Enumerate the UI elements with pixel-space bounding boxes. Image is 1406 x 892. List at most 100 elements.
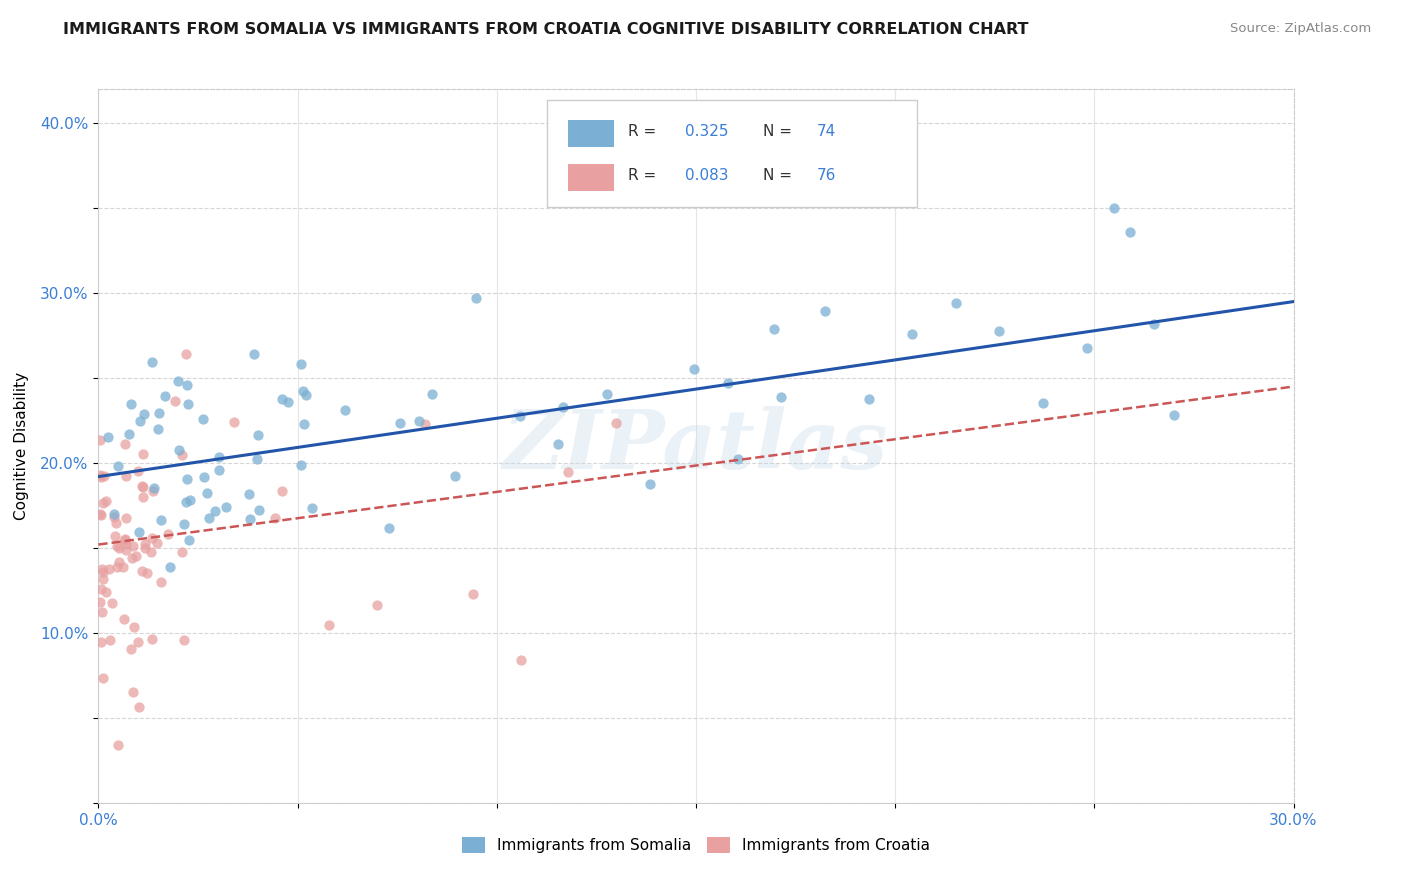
Point <box>103 510 125 524</box>
Point <box>301 501 323 516</box>
FancyBboxPatch shape <box>547 100 917 207</box>
Point <box>858 392 880 406</box>
Point <box>1119 225 1142 239</box>
Point <box>246 428 269 442</box>
Point <box>444 469 467 483</box>
Point <box>122 539 145 553</box>
Point <box>174 347 197 361</box>
Point <box>509 409 531 423</box>
Point <box>90 469 112 483</box>
Point <box>290 357 312 371</box>
Point <box>121 550 143 565</box>
Point <box>271 392 294 406</box>
Point <box>127 464 149 478</box>
Point <box>177 397 200 411</box>
Point <box>98 562 121 576</box>
Point <box>122 620 145 634</box>
Point <box>94 585 117 599</box>
Point <box>89 508 111 522</box>
Point <box>173 632 195 647</box>
Point <box>107 555 129 569</box>
Point <box>125 549 148 563</box>
Point <box>90 508 112 523</box>
Point <box>640 477 662 491</box>
Point <box>148 406 170 420</box>
Point <box>208 450 231 464</box>
Text: R =: R = <box>628 124 661 139</box>
Point <box>333 403 356 417</box>
Point <box>89 434 111 448</box>
Point <box>104 529 127 543</box>
Point <box>461 587 484 601</box>
Point <box>127 634 149 648</box>
Point <box>108 541 131 556</box>
Point <box>222 415 245 429</box>
Point <box>107 738 129 752</box>
Point <box>131 479 153 493</box>
Point <box>366 598 388 612</box>
Point <box>177 533 200 547</box>
Point <box>762 321 785 335</box>
Point <box>166 375 188 389</box>
Point <box>408 414 430 428</box>
Point <box>215 500 238 515</box>
Point <box>727 452 749 467</box>
Point <box>134 537 156 551</box>
Point <box>91 495 114 509</box>
Point <box>114 532 136 546</box>
Point <box>413 417 436 431</box>
Point <box>683 362 706 376</box>
Point <box>141 531 163 545</box>
Point <box>103 507 125 521</box>
Point <box>105 539 128 553</box>
Point <box>146 422 169 436</box>
Point <box>1163 409 1185 423</box>
Point <box>141 355 163 369</box>
Point <box>115 468 138 483</box>
Point <box>290 458 312 472</box>
Point <box>814 304 837 318</box>
Point <box>155 389 177 403</box>
Point <box>157 526 180 541</box>
Point <box>112 560 135 574</box>
Text: N =: N = <box>763 124 797 139</box>
Point <box>100 596 122 610</box>
Point <box>295 388 318 402</box>
Point <box>277 395 299 409</box>
Point <box>114 437 136 451</box>
Point <box>291 384 314 399</box>
Text: N =: N = <box>763 168 797 183</box>
Point <box>901 326 924 341</box>
Point <box>90 634 112 648</box>
Point <box>174 494 197 508</box>
Point <box>142 481 165 495</box>
Legend: Immigrants from Somalia, Immigrants from Croatia: Immigrants from Somalia, Immigrants from… <box>456 831 936 859</box>
Point <box>139 545 162 559</box>
Point <box>193 470 215 484</box>
Point <box>134 407 156 421</box>
Point <box>176 472 198 486</box>
Point <box>176 377 198 392</box>
Y-axis label: Cognitive Disability: Cognitive Disability <box>14 372 30 520</box>
Text: 74: 74 <box>817 124 837 139</box>
Point <box>112 612 135 626</box>
Point <box>142 483 165 498</box>
Point <box>132 447 155 461</box>
Point <box>204 504 226 518</box>
Point <box>198 511 221 525</box>
Point <box>89 467 111 482</box>
Point <box>420 386 443 401</box>
Point <box>118 426 141 441</box>
Point <box>91 671 114 685</box>
Point <box>90 562 112 576</box>
Point <box>105 559 128 574</box>
Point <box>122 685 145 699</box>
Point <box>159 560 181 574</box>
Text: 0.325: 0.325 <box>685 124 728 139</box>
Point <box>131 564 153 578</box>
Point <box>717 376 740 390</box>
Point <box>770 390 793 404</box>
Point <box>1143 317 1166 331</box>
Text: IMMIGRANTS FROM SOMALIA VS IMMIGRANTS FROM CROATIA COGNITIVE DISABILITY CORRELAT: IMMIGRANTS FROM SOMALIA VS IMMIGRANTS FR… <box>63 22 1029 37</box>
Point <box>114 537 136 551</box>
